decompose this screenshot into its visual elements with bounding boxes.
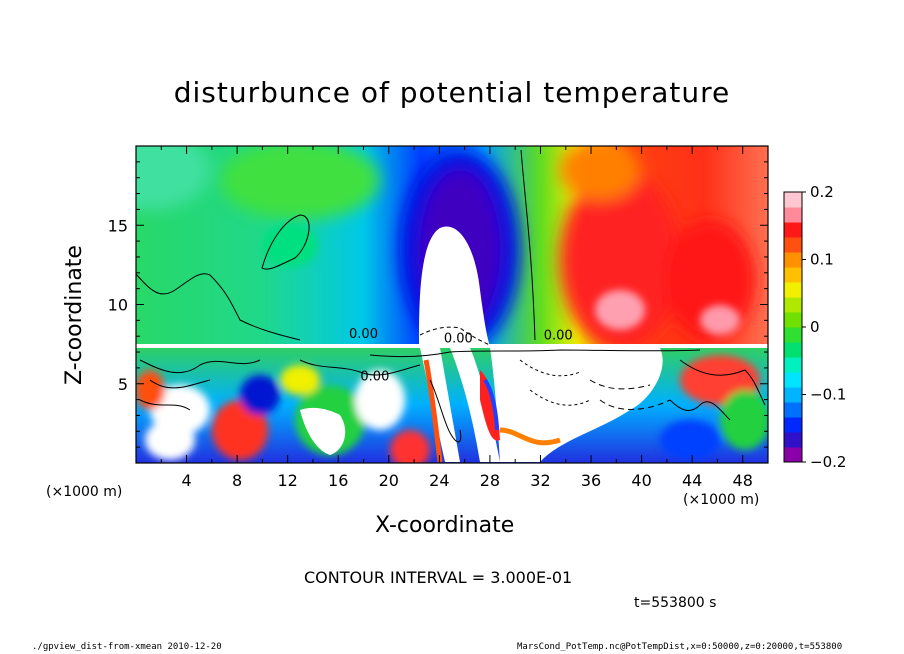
colorbar-swatch — [784, 417, 802, 433]
colorbar-swatch — [784, 282, 802, 298]
x-tick-label: 32 — [530, 471, 550, 490]
colorbar-swatch — [784, 192, 802, 208]
contour-interval-text: CONTOUR INTERVAL = 3.000E-01 — [304, 568, 573, 587]
y-tick-label: 15 — [108, 216, 128, 235]
contour-labels: 0.00 0.00 0.00 0.00 — [349, 327, 573, 385]
y-axis-ticks: 5 10 15 — [108, 161, 768, 448]
contour-label: 0.00 — [444, 332, 473, 347]
colorbar-swatch — [784, 222, 802, 238]
contour-label: 0.00 — [360, 370, 389, 385]
colorbar: 0.2 0.1 0 −0.1 −0.2 — [783, 183, 846, 471]
x-tick-label: 40 — [631, 471, 651, 490]
colorbar-swatch — [784, 342, 802, 358]
colorbar-swatch — [784, 357, 802, 373]
x-tick-label: 8 — [232, 471, 242, 490]
y-axis-label: Z-coordinate — [62, 245, 87, 385]
contour-lines — [136, 149, 766, 443]
colorbar-swatch — [784, 432, 802, 448]
colorbar-swatch — [784, 297, 802, 313]
colorbar-swatch — [784, 267, 802, 283]
colorbar-tick-label: 0.1 — [810, 251, 834, 269]
x-tick-label: 24 — [429, 471, 449, 490]
x-tick-label: 4 — [181, 471, 191, 490]
colorbar-swatch — [784, 252, 802, 268]
x-tick-label: 12 — [278, 471, 298, 490]
x-unit-label-right: (×1000 m) — [683, 492, 760, 508]
colorbar-swatch — [784, 312, 802, 328]
colorbar-swatch — [784, 207, 802, 223]
x-tick-label: 28 — [480, 471, 500, 490]
colorbar-tick-label: 0.2 — [810, 183, 834, 201]
colorbar-swatch — [784, 237, 802, 253]
colorbar-swatch — [784, 387, 802, 403]
contour-label: 0.00 — [349, 327, 378, 342]
colorbar-swatch — [784, 372, 802, 388]
contour-label: 0.00 — [544, 328, 573, 343]
colorbar-tick-label: −0.2 — [810, 453, 846, 471]
colorbar-swatch — [784, 327, 802, 343]
colorbar-swatch — [784, 447, 802, 463]
colorbar-swatch — [784, 402, 802, 418]
x-tick-label: 48 — [733, 471, 753, 490]
footer-script-info: ./gpview_dist-from-xmean 2010-12-20 — [32, 642, 222, 652]
x-tick-label: 20 — [379, 471, 399, 490]
y-tick-label: 5 — [118, 375, 128, 394]
potential-temperature-field — [136, 146, 768, 463]
colorbar-tick-label: 0 — [810, 318, 820, 336]
x-tick-label: 44 — [682, 471, 702, 490]
x-unit-label-left: (×1000 m) — [46, 484, 123, 500]
footer-data-source: MarsCond_PotTemp.nc@PotTempDist,x=0:5000… — [517, 642, 843, 652]
x-tick-label: 16 — [328, 471, 348, 490]
x-axis-ticks: 4 8 12 16 20 24 28 32 36 40 44 48 — [160, 146, 753, 490]
chart-title: disturbunce of potential temperature — [173, 76, 731, 109]
x-tick-label: 36 — [581, 471, 601, 490]
x-axis-label: X-coordinate — [375, 513, 515, 538]
time-label: t=553800 s — [634, 595, 717, 611]
y-tick-label: 10 — [108, 296, 128, 315]
colorbar-tick-label: −0.1 — [810, 386, 846, 404]
